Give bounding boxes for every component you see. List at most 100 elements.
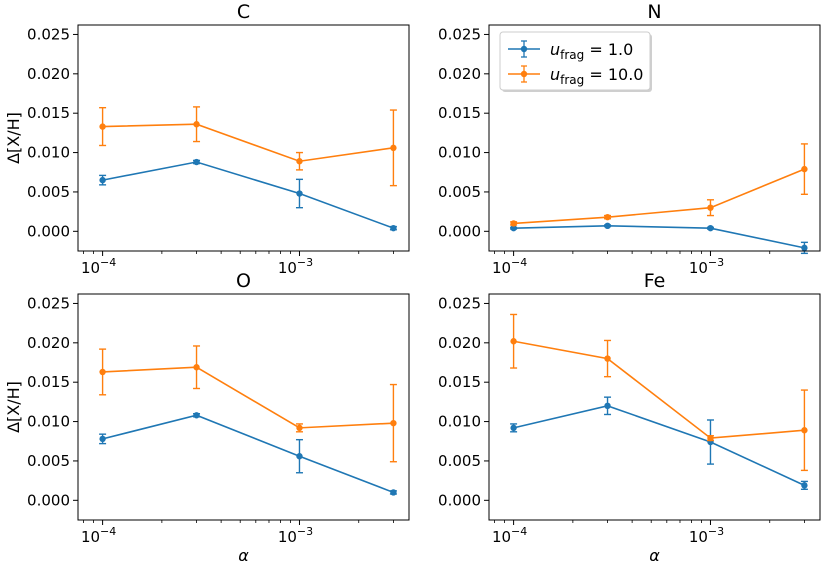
series-line bbox=[102, 123, 394, 163]
y-tick-label: 0.010 bbox=[438, 413, 481, 431]
data-point bbox=[510, 338, 517, 345]
y-tick-label: 0.020 bbox=[438, 334, 481, 352]
y-tick-label: 0.020 bbox=[438, 65, 481, 83]
x-axis-label: α bbox=[238, 546, 249, 565]
series-line bbox=[513, 168, 805, 225]
data-point bbox=[707, 204, 714, 211]
data-point bbox=[801, 244, 808, 252]
series-ufrag-1 bbox=[510, 222, 808, 255]
panel-fe: Fe 0.000 0.005 0.010 0.015 0.020 0.025 10−4 10−3… bbox=[438, 270, 821, 565]
x-tick-label: 10−3 bbox=[278, 256, 313, 277]
data-point bbox=[801, 165, 808, 173]
panel-o: O 0.000 0.005 0.010 0.015 0.020 0.025 10−4 10−3 Δ… bbox=[4, 270, 410, 565]
series-ufrag-1 bbox=[99, 158, 397, 232]
y-tick-label: 0.025 bbox=[27, 294, 70, 312]
data-point bbox=[604, 222, 611, 230]
data-point bbox=[296, 190, 303, 197]
y-axis-label: Δ[X/H] bbox=[4, 381, 23, 433]
series-line bbox=[102, 366, 394, 429]
panel-c: C 0.000 0.005 0.010 0.015 0.020 0.025 10−4 10−3 Δ… bbox=[4, 1, 410, 277]
y-tick-label: 0.025 bbox=[438, 294, 481, 312]
data-point bbox=[99, 435, 106, 443]
data-point bbox=[99, 176, 106, 184]
data-point bbox=[390, 489, 397, 496]
y-tick-label: 0.005 bbox=[438, 452, 481, 470]
data-point bbox=[801, 427, 808, 434]
data-point bbox=[390, 419, 397, 427]
y-tick-label: 0.000 bbox=[438, 491, 481, 509]
data-point bbox=[510, 220, 517, 227]
axes-frame bbox=[488, 24, 821, 252]
y-tick-label: 0.005 bbox=[27, 183, 70, 201]
legend-entry: ufrag = 10.0 bbox=[508, 65, 643, 87]
series-ufrag-10 bbox=[99, 345, 397, 463]
y-tick-label: 0.015 bbox=[438, 104, 481, 122]
series-line bbox=[513, 340, 805, 439]
data-point bbox=[707, 224, 714, 232]
series-ufrag-10 bbox=[99, 106, 397, 187]
y-tick-label: 0.015 bbox=[438, 373, 481, 391]
y-tick-label: 0.010 bbox=[27, 144, 70, 162]
data-point bbox=[604, 402, 611, 410]
y-tick-label: 0.000 bbox=[27, 222, 70, 240]
y-tick-label: 0.020 bbox=[27, 334, 70, 352]
data-point bbox=[99, 123, 106, 130]
x-tick-label: 10−3 bbox=[278, 525, 313, 546]
x-tick-label: 10−4 bbox=[492, 525, 527, 546]
series-ufrag-10 bbox=[510, 143, 808, 227]
x-axis-label: α bbox=[649, 546, 660, 565]
data-point bbox=[510, 424, 517, 432]
y-tick-label: 0.000 bbox=[438, 222, 481, 240]
panel-title: C bbox=[237, 1, 250, 23]
series-ufrag-1 bbox=[99, 412, 397, 496]
axes-frame bbox=[77, 24, 410, 252]
panel-title: O bbox=[236, 270, 251, 292]
legend-label: ufrag = 1.0 bbox=[550, 40, 633, 62]
series-line bbox=[513, 224, 805, 249]
legend-entry: ufrag = 1.0 bbox=[508, 40, 633, 62]
legend-marker bbox=[520, 45, 528, 53]
data-point bbox=[193, 121, 200, 128]
y-tick-label: 0.010 bbox=[438, 144, 481, 162]
y-tick-label: 0.025 bbox=[27, 25, 70, 43]
x-tick-label: 10−4 bbox=[492, 256, 527, 277]
x-tick-label: 10−4 bbox=[81, 525, 116, 546]
legend: ufrag = 1.0 ufrag = 10.0 bbox=[499, 31, 652, 92]
data-point bbox=[296, 158, 303, 165]
data-point bbox=[801, 482, 808, 489]
data-point bbox=[707, 434, 714, 442]
y-tick-label: 0.025 bbox=[438, 25, 481, 43]
legend-marker bbox=[520, 70, 528, 78]
series-line bbox=[102, 161, 394, 229]
series-line bbox=[102, 414, 394, 494]
data-point bbox=[193, 412, 200, 419]
legend-box bbox=[499, 31, 651, 91]
data-point bbox=[604, 213, 611, 221]
x-tick-label: 10−3 bbox=[689, 525, 724, 546]
x-tick-label: 10−4 bbox=[81, 256, 116, 277]
data-point bbox=[193, 158, 200, 166]
data-point bbox=[99, 368, 106, 376]
data-point bbox=[296, 453, 303, 460]
axes-frame bbox=[77, 293, 410, 521]
panel-title: Fe bbox=[644, 270, 666, 292]
series-line bbox=[513, 404, 805, 487]
y-tick-label: 0.005 bbox=[438, 183, 481, 201]
y-tick-label: 0.010 bbox=[27, 413, 70, 431]
panel-title: N bbox=[647, 1, 661, 23]
panel-n: N 0.000 0.005 0.010 0.015 0.020 0.025 10−4 10−3 bbox=[438, 1, 821, 277]
data-point bbox=[510, 224, 517, 232]
y-tick-label: 0.015 bbox=[27, 104, 70, 122]
series-ufrag-1 bbox=[510, 396, 808, 490]
y-tick-label: 0.015 bbox=[27, 373, 70, 391]
y-axis-label: Δ[X/H] bbox=[4, 112, 23, 164]
data-point bbox=[390, 224, 397, 232]
data-point bbox=[390, 144, 397, 152]
y-tick-label: 0.000 bbox=[27, 491, 70, 509]
y-tick-label: 0.020 bbox=[27, 65, 70, 83]
axes-frame bbox=[488, 293, 821, 521]
data-point bbox=[296, 424, 303, 432]
y-tick-label: 0.005 bbox=[27, 452, 70, 470]
legend-label: ufrag = 10.0 bbox=[550, 65, 643, 87]
